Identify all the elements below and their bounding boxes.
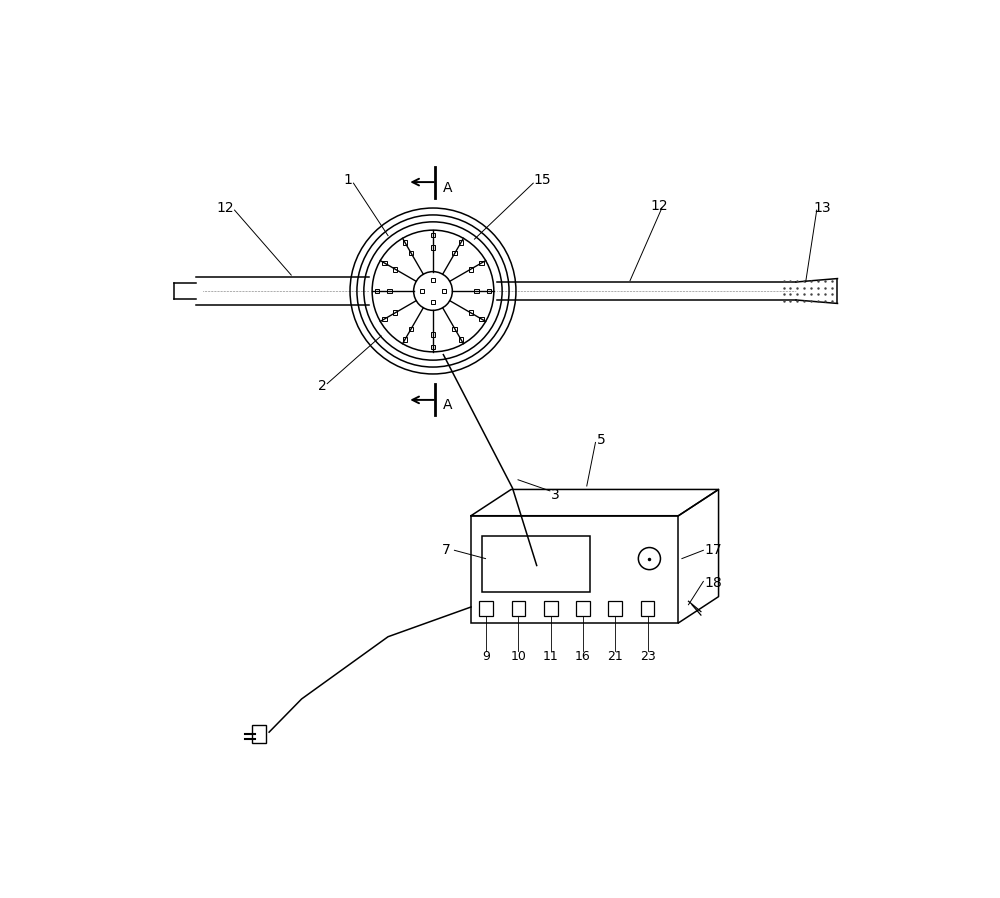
Bar [452, 251, 457, 255]
Bar [459, 240, 463, 245]
Bar [469, 311, 473, 315]
Bar [382, 260, 387, 266]
Bar [252, 726, 266, 743]
Bar [479, 260, 484, 266]
Bar [431, 300, 435, 304]
Text: 21: 21 [607, 649, 623, 663]
Bar [608, 601, 622, 616]
Text: 7: 7 [442, 543, 451, 558]
Text: 12: 12 [217, 201, 234, 215]
Text: 18: 18 [705, 577, 722, 591]
Bar [403, 240, 407, 245]
Bar [487, 288, 491, 294]
Text: 5: 5 [597, 433, 606, 446]
Text: A: A [443, 399, 453, 412]
Text: 1: 1 [343, 173, 352, 188]
Bar [431, 345, 435, 349]
Text: 13: 13 [813, 201, 831, 215]
Bar [420, 289, 424, 293]
Bar [393, 267, 397, 271]
Bar [479, 317, 484, 321]
Bar [469, 267, 473, 271]
Text: 2: 2 [318, 379, 326, 392]
Bar [512, 601, 525, 616]
Text: A: A [443, 180, 453, 195]
Bar [452, 327, 457, 331]
Bar [409, 251, 413, 255]
Bar [544, 601, 558, 616]
Bar [482, 536, 590, 592]
Bar [576, 601, 590, 616]
Text: 10: 10 [511, 649, 526, 663]
Text: 23: 23 [640, 649, 655, 663]
Bar [442, 289, 446, 293]
Bar [431, 233, 435, 237]
Text: 11: 11 [543, 649, 559, 663]
Bar [409, 327, 413, 331]
Text: 15: 15 [533, 173, 551, 188]
Bar [471, 515, 678, 623]
Bar [479, 601, 493, 616]
Text: 12: 12 [651, 199, 668, 213]
Bar [431, 245, 435, 250]
Bar [403, 337, 407, 342]
Bar [393, 311, 397, 315]
Text: 9: 9 [482, 649, 490, 663]
Bar [474, 288, 479, 294]
Text: 16: 16 [575, 649, 591, 663]
Bar [641, 601, 654, 616]
Text: 17: 17 [705, 543, 722, 558]
Bar [431, 332, 435, 338]
Text: 3: 3 [551, 488, 560, 502]
Bar [431, 278, 435, 283]
Bar [387, 288, 392, 294]
Bar [459, 337, 463, 342]
Bar [382, 317, 387, 321]
Bar [375, 288, 379, 294]
